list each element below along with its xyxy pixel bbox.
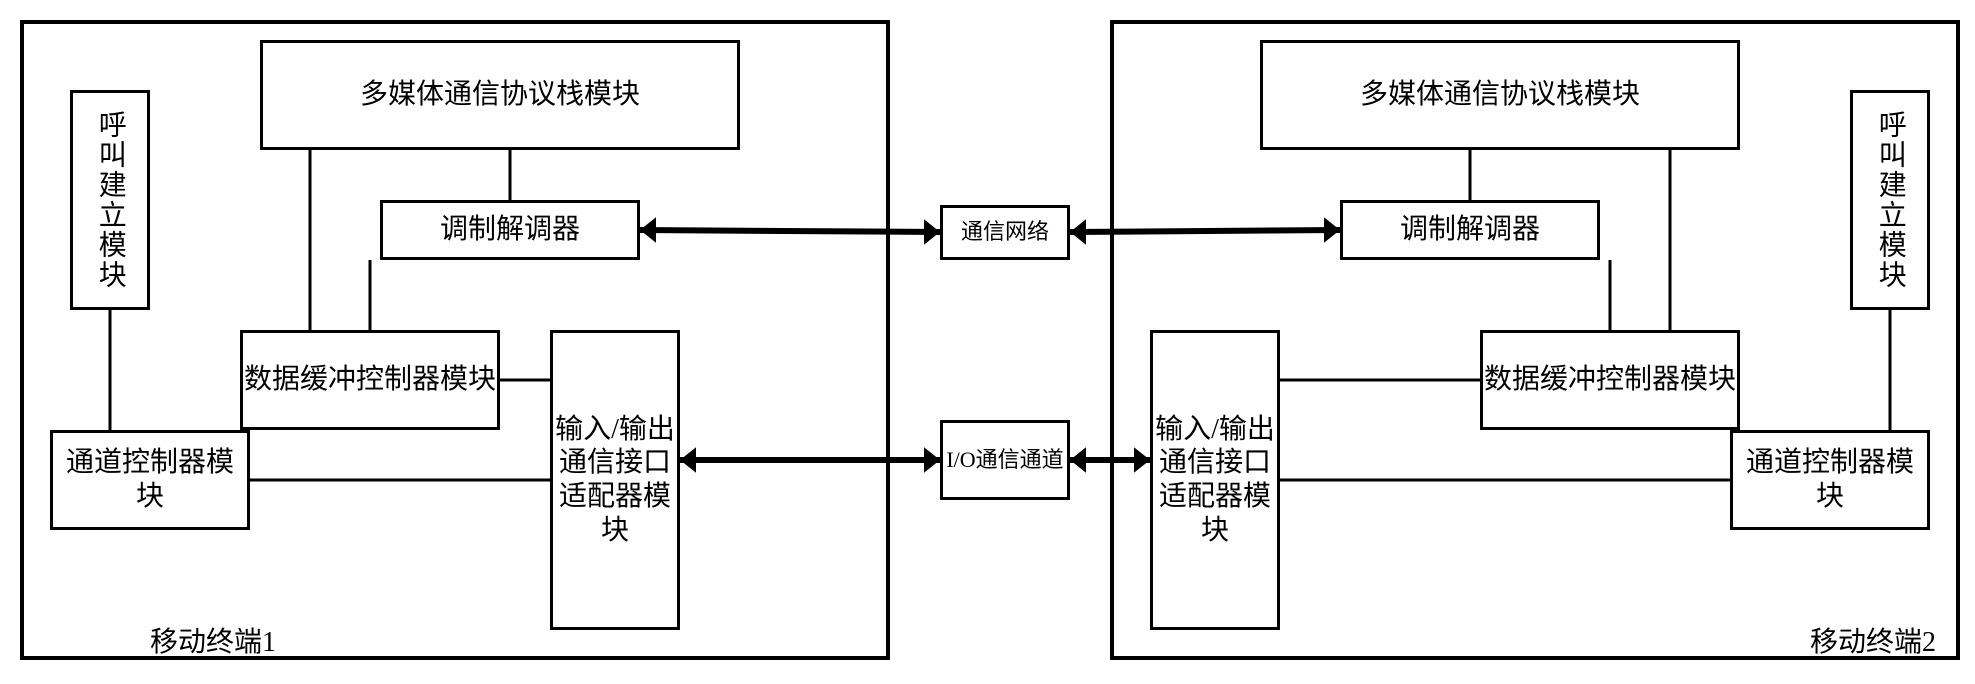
center-iochan: I/O通信通道 bbox=[940, 420, 1070, 500]
t1-stack-label: 多媒体通信协议栈模块 bbox=[360, 78, 640, 112]
t1-buffer-label: 数据缓冲控制器模块 bbox=[244, 363, 496, 397]
center-network-label: 通信网络 bbox=[961, 219, 1049, 245]
t2-modem-label: 调制解调器 bbox=[1400, 213, 1540, 247]
t2-stack-label: 多媒体通信协议栈模块 bbox=[1360, 78, 1640, 112]
t1-modem: 调制解调器 bbox=[380, 200, 640, 260]
t2-buffer: 数据缓冲控制器模块 bbox=[1480, 330, 1740, 430]
t2-buffer-label: 数据缓冲控制器模块 bbox=[1484, 363, 1736, 397]
t2-channel: 通道控制器模块 bbox=[1730, 430, 1930, 530]
terminal1-label: 移动终端1 bbox=[150, 620, 276, 660]
t1-call: 呼叫建立模块 bbox=[70, 90, 150, 310]
t1-io: 输入/输出通信接口适配器模块 bbox=[550, 330, 680, 630]
t1-call-label: 呼叫建立模块 bbox=[93, 110, 127, 290]
t2-io-label: 输入/输出通信接口适配器模块 bbox=[1153, 413, 1277, 547]
t2-call: 呼叫建立模块 bbox=[1850, 90, 1930, 310]
t2-modem: 调制解调器 bbox=[1340, 200, 1600, 260]
center-network: 通信网络 bbox=[940, 205, 1070, 260]
terminal2-label: 移动终端2 bbox=[1810, 620, 1936, 660]
t1-buffer: 数据缓冲控制器模块 bbox=[240, 330, 500, 430]
t2-stack: 多媒体通信协议栈模块 bbox=[1260, 40, 1740, 150]
t1-stack: 多媒体通信协议栈模块 bbox=[260, 40, 740, 150]
t1-modem-label: 调制解调器 bbox=[440, 213, 580, 247]
t1-io-label: 输入/输出通信接口适配器模块 bbox=[553, 413, 677, 547]
t2-channel-label: 通道控制器模块 bbox=[1733, 446, 1927, 513]
t1-channel: 通道控制器模块 bbox=[50, 430, 250, 530]
t2-call-label: 呼叫建立模块 bbox=[1873, 110, 1907, 290]
t2-io: 输入/输出通信接口适配器模块 bbox=[1150, 330, 1280, 630]
center-iochan-label: I/O通信通道 bbox=[946, 447, 1063, 473]
t1-channel-label: 通道控制器模块 bbox=[53, 446, 247, 513]
